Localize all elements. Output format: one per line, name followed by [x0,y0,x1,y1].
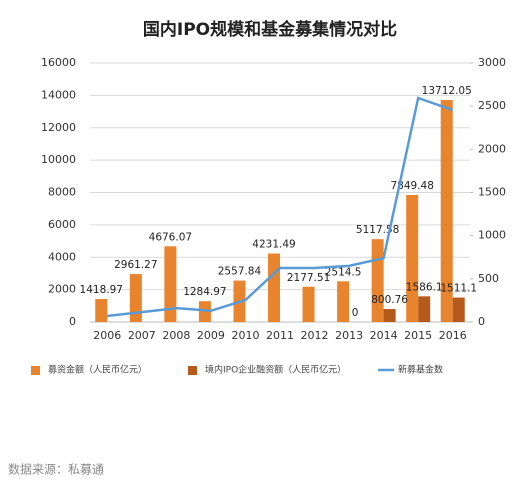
legend-label: 募资金额（人民币亿元） [48,364,147,376]
bar [440,100,453,322]
x-tick-label: 2009 [197,329,225,342]
legend-label: 境内IPO企业融资额（人民币亿元） [205,364,346,376]
x-tick-label: 2014 [370,329,398,342]
value-label: 4231.49 [252,239,295,251]
value-label: 5117.58 [356,224,399,236]
bar [337,281,350,322]
y2-tick-label: 3000 [478,56,506,69]
legend-label: 新募基金数 [398,364,443,376]
bar [418,296,431,322]
chart-title: 国内IPO规模和基金募集情况对比 [143,19,397,40]
y2-tick-label: 2500 [478,99,506,112]
value-label: 4676.07 [149,231,192,243]
bar [371,239,384,322]
value-label: 13712.05 [422,85,472,97]
x-tick-label: 2012 [301,329,329,342]
y2-tick-label: 1500 [478,186,506,199]
bar [268,253,280,322]
y-tick-label: 4000 [48,250,76,263]
bar [383,309,396,322]
bar [302,286,315,322]
x-tick-label: 2010 [231,329,259,342]
x-tick-label: 2011 [266,329,294,342]
x-tick-label: 2008 [162,329,190,342]
value-label: 1284.97 [183,286,226,298]
y-tick-label: 6000 [48,218,76,231]
value-label: 2557.84 [218,266,262,278]
y2-tick-label: 0 [478,315,485,328]
y2-tick-label: 1000 [478,229,506,242]
value-label: 0 [352,307,359,319]
x-tick-label: 2006 [93,329,121,342]
bar [129,274,142,322]
value-label: 2961.27 [114,259,157,271]
x-tick-label: 2015 [404,329,432,342]
bar [95,299,108,322]
value-label: 1511.1 [440,283,477,295]
y2-tick-label: 2000 [478,142,506,155]
bar [452,297,465,322]
y-tick-label: 0 [69,315,76,328]
value-label: 7849.48 [390,180,433,192]
bar [198,301,211,322]
value-label: 800.76 [371,294,408,306]
y-tick-label: 12000 [41,121,76,134]
source: 数据来源：私募通 [8,462,104,477]
line [107,96,454,318]
bar [406,194,419,322]
y-tick-label: 10000 [41,153,76,166]
legend-swatch [31,366,40,375]
x-tick-label: 2007 [128,329,156,342]
y2-tick-label: 500 [478,272,499,285]
legend-swatch [188,366,197,375]
value-label: 1586.1 [406,281,443,293]
bar [164,246,177,322]
y-tick-label: 8000 [48,186,76,199]
x-tick-label: 2016 [439,329,467,342]
x-tick-label: 2013 [335,329,363,342]
value-label: 2177.51 [287,272,330,284]
value-label: 1418.97 [80,284,123,296]
y-tick-label: 2000 [48,283,76,296]
y-tick-label: 16000 [41,56,76,69]
value-label: 2514.5 [325,266,362,278]
y-tick-label: 14000 [41,88,76,101]
